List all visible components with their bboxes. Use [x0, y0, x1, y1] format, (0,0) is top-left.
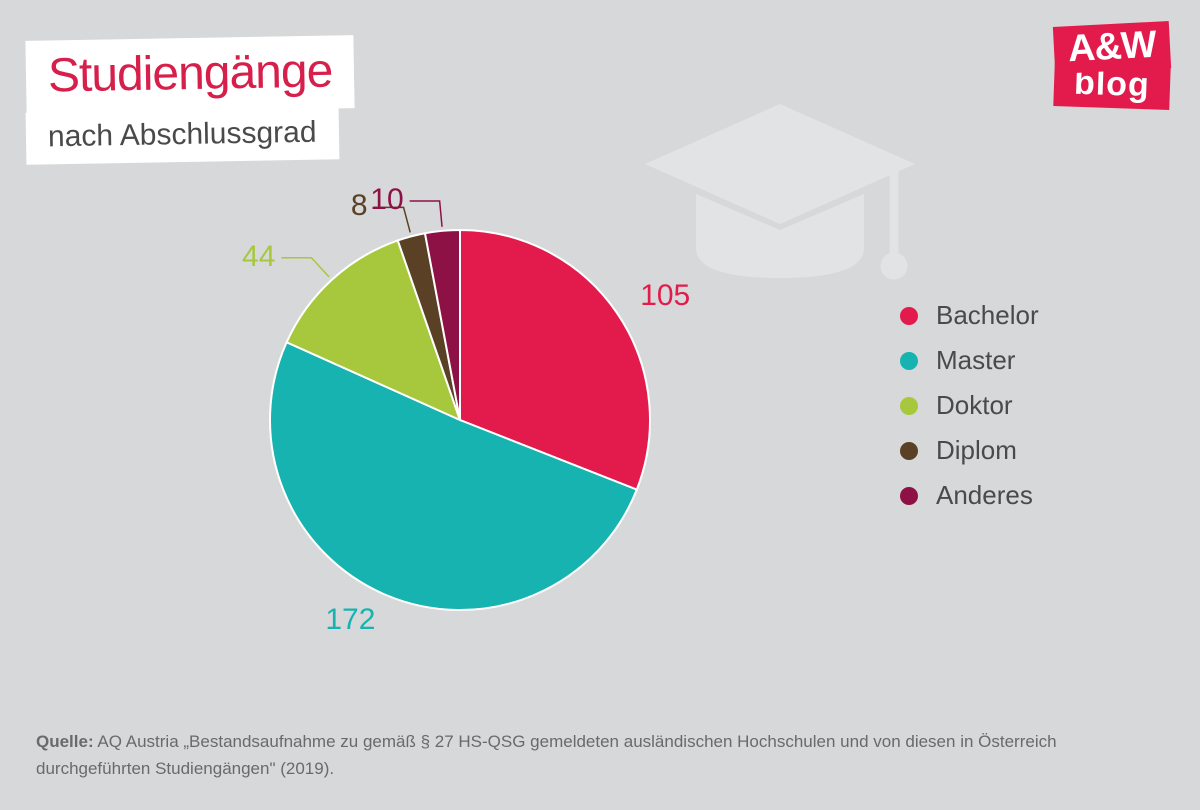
legend-swatch — [900, 397, 918, 415]
slice-value-label: 10 — [370, 183, 403, 217]
leader-line — [410, 201, 442, 227]
legend-label: Master — [936, 345, 1015, 376]
source-prefix: Quelle: — [36, 732, 94, 751]
source-text: AQ Austria „Bestandsaufnahme zu gemäß § … — [36, 732, 1057, 778]
legend-item: Bachelor — [900, 300, 1039, 331]
legend-label: Bachelor — [936, 300, 1039, 331]
legend-label: Anderes — [936, 480, 1033, 511]
legend-label: Doktor — [936, 390, 1013, 421]
aw-blog-logo: A&W blog — [1054, 24, 1170, 108]
slice-value-label: 105 — [640, 279, 690, 313]
legend-swatch — [900, 352, 918, 370]
legend-item: Anderes — [900, 480, 1039, 511]
slice-value-label: 44 — [242, 240, 275, 274]
legend-swatch — [900, 487, 918, 505]
logo-top: A&W — [1053, 21, 1171, 74]
chart-legend: Bachelor Master Doktor Diplom Anderes — [900, 300, 1039, 525]
legend-item: Diplom — [900, 435, 1039, 466]
source-citation: Quelle: AQ Austria „Bestandsaufnahme zu … — [36, 728, 1164, 782]
legend-item: Master — [900, 345, 1039, 376]
legend-item: Doktor — [900, 390, 1039, 421]
leader-line — [281, 258, 329, 277]
slice-value-label: 172 — [325, 603, 375, 637]
slice-value-label: 8 — [351, 189, 368, 223]
legend-swatch — [900, 307, 918, 325]
legend-label: Diplom — [936, 435, 1017, 466]
legend-swatch — [900, 442, 918, 460]
